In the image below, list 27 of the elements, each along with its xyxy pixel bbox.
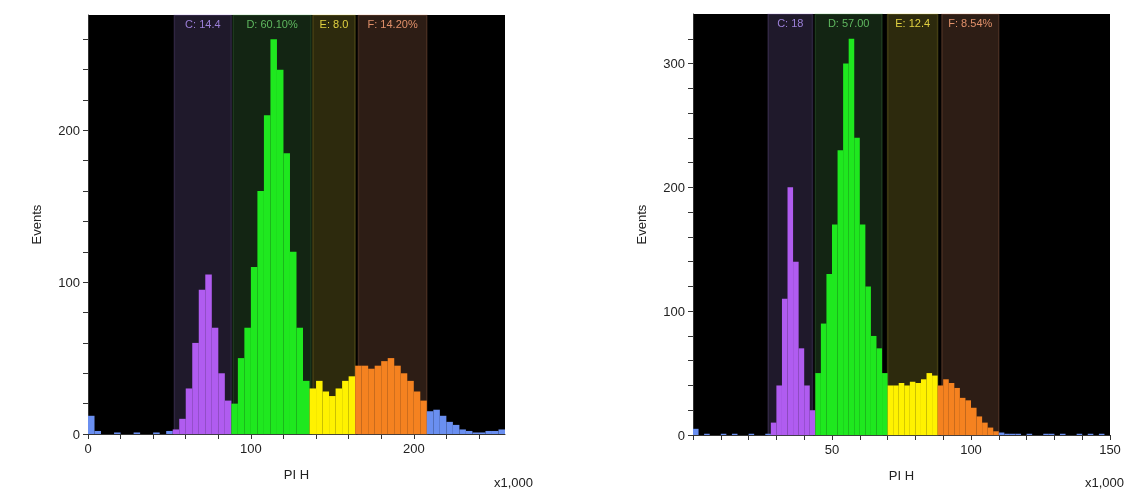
band-label: E: 12.4 (895, 16, 931, 29)
band-label: D: 57.00 (827, 16, 870, 29)
band-label: F: 8.54% (948, 16, 993, 29)
y-tick-label: 0 (72, 426, 80, 442)
x-axis-title: PI H (283, 467, 310, 482)
y-tick-label: 100 (663, 303, 685, 319)
text: x1,000 (493, 475, 534, 490)
band-label: D: 60.10% (246, 17, 298, 30)
x-tick-label: 0 (84, 441, 92, 456)
x-tick-label: 100 (240, 441, 262, 456)
y-axis-title: Events (634, 204, 649, 245)
y-tick-label: 200 (663, 179, 685, 195)
band-label: C: 14.4 (185, 17, 221, 30)
y-axis-title: Events (29, 204, 44, 245)
x-tick-label: 100 (960, 442, 982, 457)
x-axis-title: PI H (888, 468, 915, 483)
x-tick-label: 200 (402, 441, 425, 456)
y-tick-label: 100 (58, 274, 80, 290)
x-tick-label: 50 (824, 442, 840, 457)
x-tick-label: 150 (1099, 442, 1121, 457)
band-label: E: 8.0 (319, 17, 349, 30)
band-label: F: 14.20% (367, 17, 418, 30)
y-tick-label: 300 (663, 56, 685, 72)
text: x1,000 (1084, 475, 1125, 490)
y-tick-label: 200 (58, 122, 80, 138)
band-label: C: 18 (777, 16, 804, 29)
y-tick-label: 0 (677, 427, 685, 443)
